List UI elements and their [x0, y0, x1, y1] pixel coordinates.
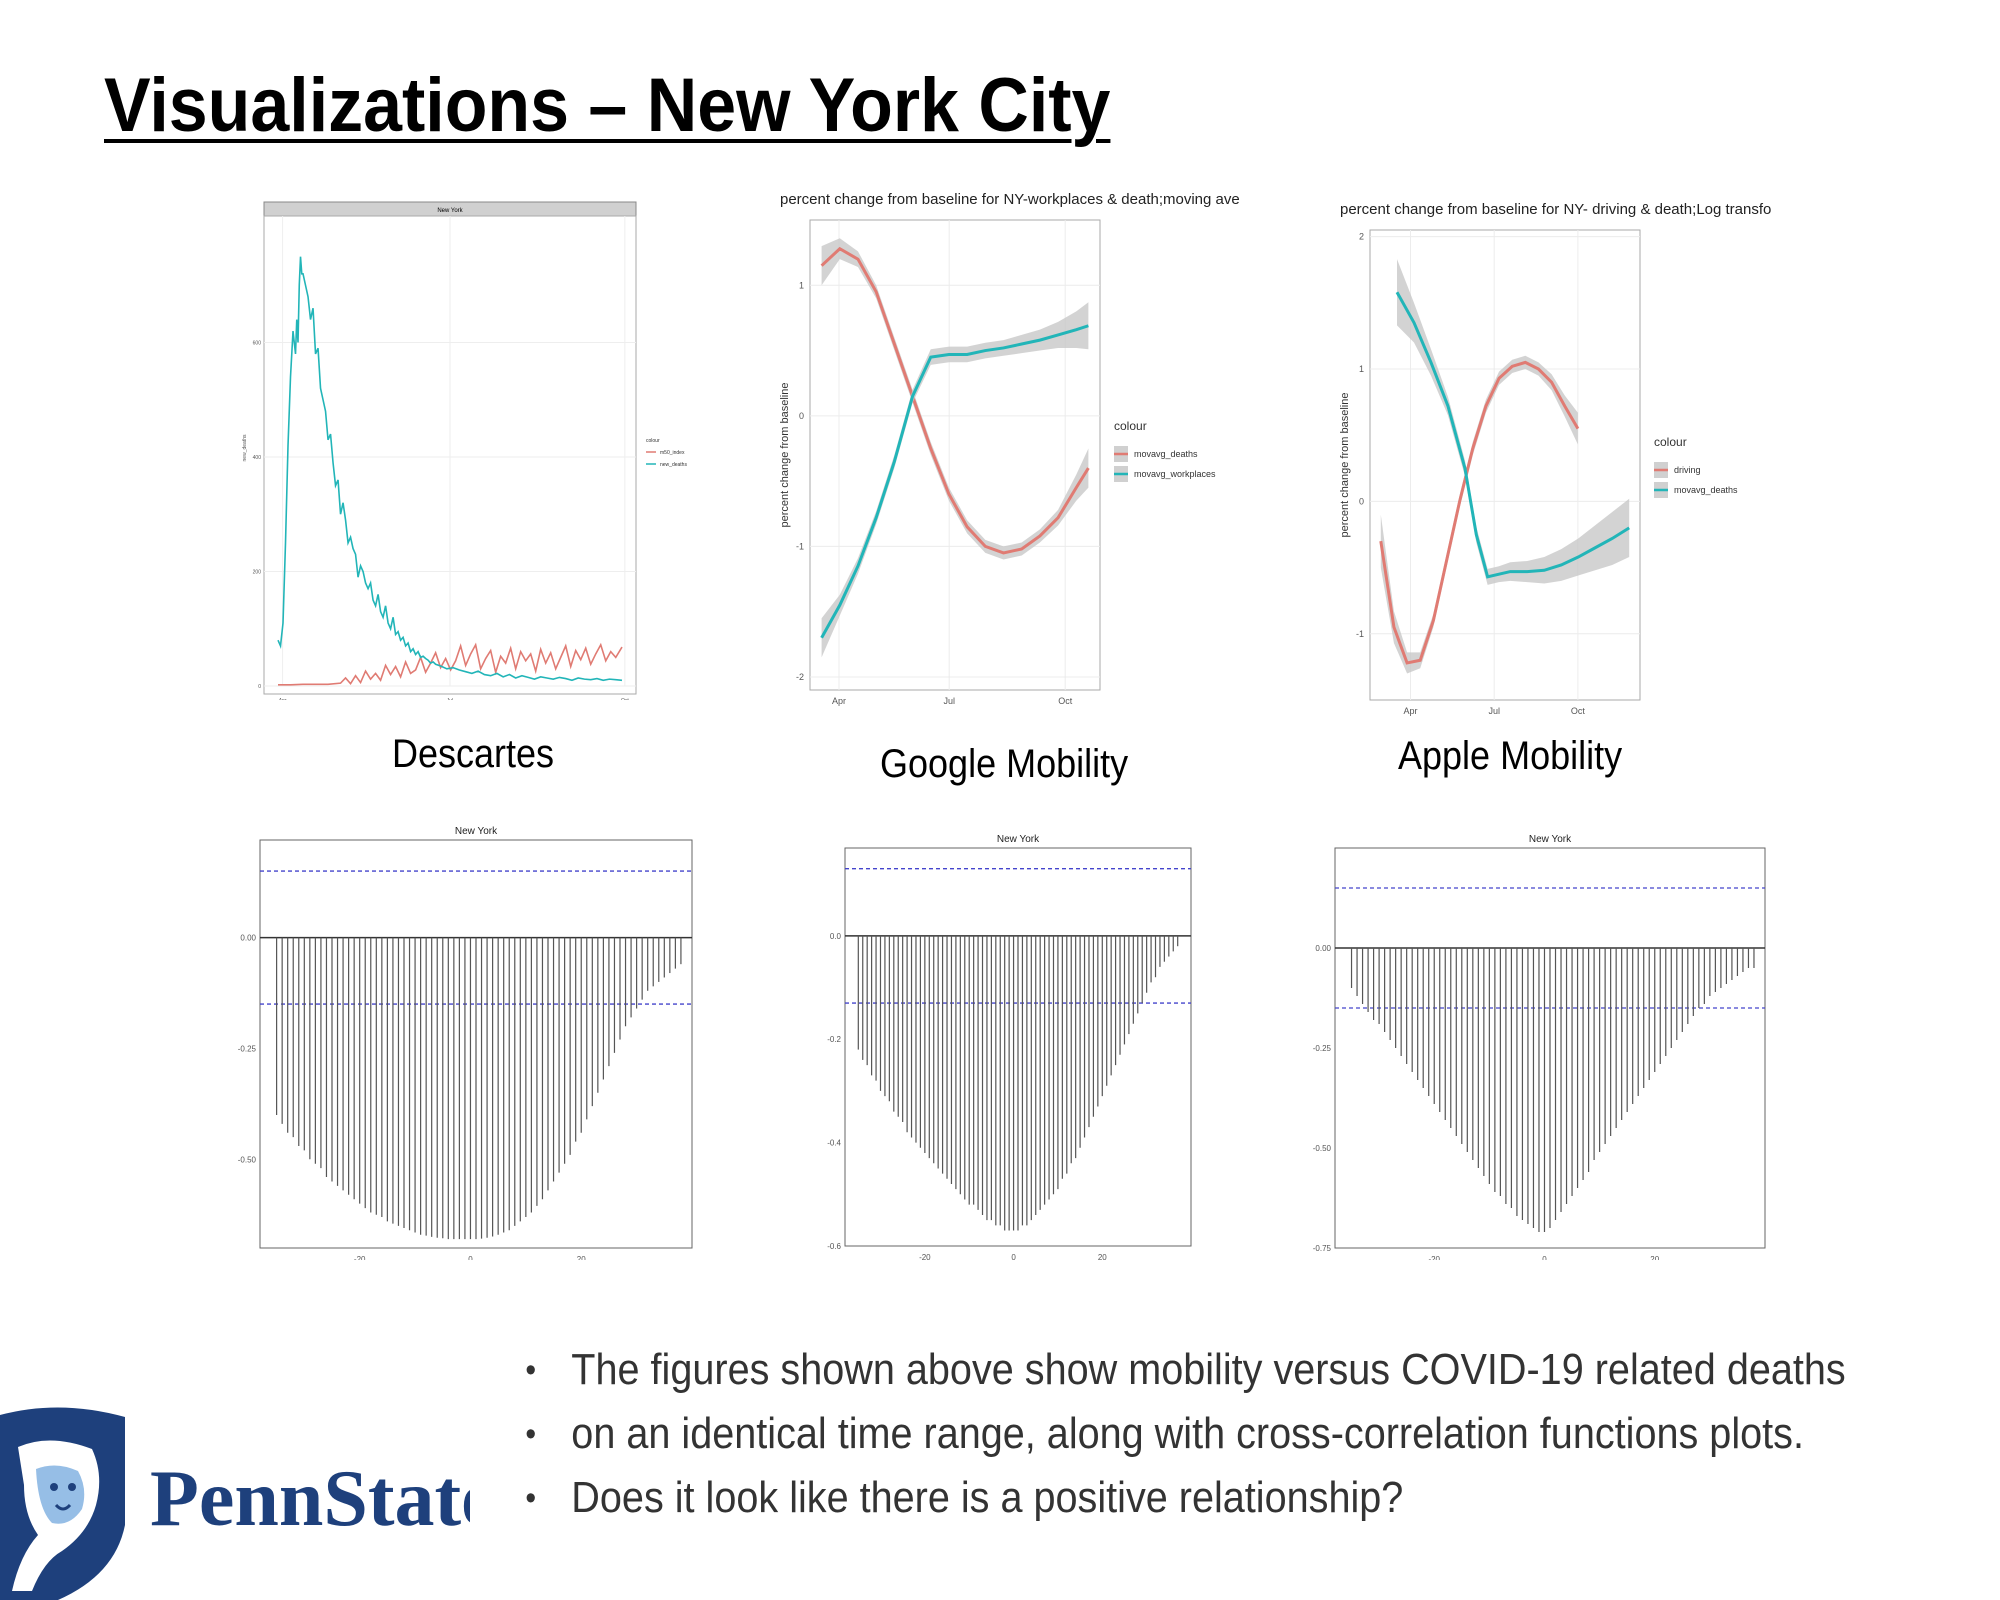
panel-title: New York	[1529, 834, 1572, 845]
x-tick-label: 20	[1098, 1253, 1107, 1260]
series-line-driving	[1379, 360, 1580, 665]
x-tick-label: Apr	[832, 696, 846, 706]
ci-band-movavg_workplaces	[821, 302, 1089, 658]
y-axis-label: new_deaths	[242, 434, 248, 461]
y-axis-label: percent change from baseline	[1340, 393, 1351, 538]
legend-entry: new_deaths	[660, 462, 687, 468]
y-tick-label: 1	[799, 280, 804, 290]
y-axis-label: percent change from baseline	[780, 383, 791, 528]
x-tick-label: Jul	[1488, 706, 1500, 716]
x-tick-label: Jul	[447, 698, 453, 700]
y-tick-label: -0.25	[238, 1044, 257, 1053]
caption-apple: Apple Mobility	[1398, 734, 1623, 778]
google-mobility-chart: percent change from baseline for NY-work…	[780, 191, 1240, 706]
y-tick-label: -0.6	[827, 1242, 841, 1251]
y-tick-label: -2	[796, 672, 804, 682]
legend-title: colour	[1114, 419, 1147, 433]
panel-title: New York	[997, 834, 1040, 845]
slide-title: Visualizations – New York City	[104, 63, 1111, 148]
legend-entry: m50_index	[660, 450, 685, 456]
y-tick-label: -0.50	[238, 1155, 257, 1164]
y-tick-label: 0.00	[240, 934, 256, 943]
chart-title: percent change from baseline for NY-work…	[780, 191, 1240, 208]
x-tick-label: 20	[1650, 1255, 1659, 1260]
panel-title: New York	[437, 208, 463, 214]
ccf-descartes-chart: New York 0.00 -0.25 -0.50 -20 0 20	[238, 826, 693, 1260]
x-tick-label: Apr	[1403, 706, 1417, 716]
y-tick-label: -0.75	[1313, 1244, 1332, 1253]
bullet-1: The figures shown above show mobility ve…	[520, 1338, 1845, 1402]
x-tick-label: Oct	[621, 698, 629, 700]
x-tick-label: Apr	[279, 698, 287, 700]
x-tick-label: 0	[468, 1255, 473, 1260]
ccf-apple-chart: New York 0.00 -0.25 -0.50 -0.75 -20 0 20	[1313, 834, 1766, 1260]
y-tick-label: 1	[1359, 364, 1364, 374]
x-tick-label: -20	[1428, 1255, 1440, 1260]
bullet-2: Does it look like there is a positive re…	[520, 1466, 1690, 1530]
y-tick-label: -0.4	[827, 1139, 841, 1148]
x-tick-label: 0	[1542, 1255, 1547, 1260]
bullet-1-cont: on an identical time range, along with c…	[520, 1402, 1804, 1466]
legend-entry: movavg_workplaces	[1134, 469, 1216, 479]
x-tick-label: -20	[919, 1253, 931, 1260]
y-tick-label: -1	[1356, 629, 1364, 639]
panel-title: New York	[455, 826, 498, 837]
legend-entry: movavg_deaths	[1674, 485, 1738, 495]
ccf-google-chart: New York 0.0 -0.2 -0.4 -0.6 -20 0 20	[827, 834, 1192, 1260]
ci-band-movavg_deaths	[1397, 259, 1630, 585]
logo-wordmark: PennState	[150, 1455, 470, 1543]
legend-title: colour	[1654, 435, 1687, 449]
y-tick-label: -0.2	[827, 1035, 841, 1044]
x-tick-label: Jul	[943, 696, 955, 706]
pennstate-logo: PennState	[0, 1407, 470, 1600]
legend-entry: driving	[1674, 465, 1701, 475]
y-tick-label: 200	[253, 570, 262, 576]
legend-title: colour	[646, 438, 660, 444]
y-tick-label: -0.50	[1313, 1144, 1332, 1153]
apple-mobility-chart: percent change from baseline for NY- dri…	[1340, 201, 1771, 716]
series-line-m50_index	[278, 642, 623, 686]
x-tick-label: 20	[577, 1255, 586, 1260]
y-tick-label: 0	[1359, 496, 1364, 506]
series-line-movavg_workplaces	[820, 324, 1089, 639]
descartes-chart: New York 0 200 400 600 Apr Jul Oct new_deaths col…	[242, 201, 687, 700]
y-tick-label: 0.00	[1315, 944, 1331, 953]
legend-entry: movavg_deaths	[1134, 449, 1198, 459]
series-line-movavg_deaths	[820, 246, 1090, 555]
caption-descartes: Descartes	[392, 732, 555, 776]
caption-google: Google Mobility	[880, 742, 1129, 786]
y-tick-label: 400	[253, 455, 262, 461]
bullet-list: The figures shown above show mobility ve…	[520, 1338, 1845, 1530]
y-tick-label: 0	[799, 411, 804, 421]
x-tick-label: -20	[354, 1255, 366, 1260]
series-line-new_deaths	[277, 256, 623, 682]
y-tick-label: -0.25	[1313, 1044, 1332, 1053]
x-tick-label: Oct	[1058, 696, 1073, 706]
y-tick-label: 600	[253, 341, 262, 347]
y-tick-label: 2	[1359, 232, 1364, 242]
x-tick-label: Oct	[1571, 706, 1586, 716]
y-tick-label: -1	[796, 541, 804, 551]
series-line-movavg_deaths	[1395, 291, 1630, 579]
y-tick-label: 0	[258, 684, 261, 690]
x-tick-label: 0	[1011, 1253, 1016, 1260]
y-tick-label: 0.0	[830, 932, 842, 941]
chart-title: percent change from baseline for NY- dri…	[1340, 201, 1771, 218]
